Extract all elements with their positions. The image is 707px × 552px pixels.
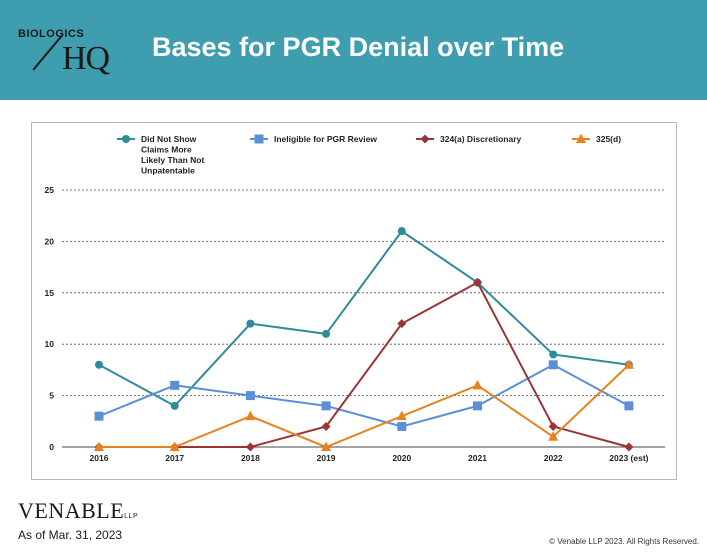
y-tick-label-20: 20 xyxy=(45,236,55,246)
series-2-point-7 xyxy=(624,442,634,452)
x-tick-label-2018: 2018 xyxy=(241,453,260,463)
series-line-0 xyxy=(98,229,630,408)
venable-logo: VENABLELLP xyxy=(18,498,138,524)
series-0-point-3 xyxy=(322,329,331,338)
legend-label-2-line-0: 324(a) Discretionary xyxy=(440,134,522,144)
x-tick-label-2022: 2022 xyxy=(544,453,563,463)
series-line-1 xyxy=(98,363,630,428)
series-0-point-4 xyxy=(397,227,406,236)
legend-marker-0 xyxy=(122,135,130,143)
series-3-point-5 xyxy=(472,379,483,390)
series-3-point-1 xyxy=(169,441,180,451)
series-2-point-3 xyxy=(321,421,331,431)
series-1-point-2 xyxy=(245,391,255,401)
legend-label-0-line-0: Did Not Show xyxy=(141,134,197,144)
series-3-point-6 xyxy=(548,431,559,441)
legend-label-0-line-2: Likely Than Not xyxy=(141,155,204,165)
x-tick-label-2023 (est): 2023 (est) xyxy=(609,453,648,463)
series-1-point-5 xyxy=(473,401,482,411)
series-1-point-4 xyxy=(397,421,407,431)
copyright-notice: © Venable LLP 2023. All Rights Reserved. xyxy=(549,537,699,546)
logo-text-biologics: BIOLOGICS xyxy=(18,28,85,40)
series-2-point-5 xyxy=(473,278,482,288)
series-1-point-1 xyxy=(170,380,180,390)
series-0-point-6 xyxy=(549,350,558,359)
series-0-point-1 xyxy=(170,401,179,410)
x-tick-label-2016: 2016 xyxy=(90,453,109,463)
series-line-2 xyxy=(99,281,630,448)
venable-logo-suffix: LLP xyxy=(124,513,139,520)
y-tick-label-0: 0 xyxy=(49,442,54,452)
x-tick-label-2021: 2021 xyxy=(468,453,487,463)
series-3-point-3 xyxy=(321,441,332,451)
series-0-point-2 xyxy=(246,319,255,328)
venable-logo-text: VENABLE xyxy=(18,498,125,523)
y-tick-label-25: 25 xyxy=(45,185,55,195)
series-2-point-6 xyxy=(548,421,558,431)
series-3-point-0 xyxy=(94,441,104,451)
y-tick-label-5: 5 xyxy=(49,391,54,401)
series-0-point-0 xyxy=(95,360,103,369)
series-3-point-2 xyxy=(245,410,256,421)
legend-marker-3 xyxy=(576,133,586,143)
as-of-date: As of Mar. 31, 2023 xyxy=(18,528,123,542)
series-3-point-7 xyxy=(623,359,634,369)
legend-label-0-line-1: Claims More xyxy=(141,145,192,155)
legend-label-1-line-0: Ineligible for PGR Review xyxy=(274,134,377,144)
series-3-point-4 xyxy=(396,410,407,421)
series-2-point-4 xyxy=(397,319,407,329)
x-tick-label-2019: 2019 xyxy=(317,453,336,463)
series-2-point-2 xyxy=(245,442,255,452)
series-line-3 xyxy=(99,364,630,449)
legend-marker-1 xyxy=(254,134,264,144)
page-title: Bases for PGR Denial over Time xyxy=(152,32,565,62)
series-1-point-3 xyxy=(321,401,331,411)
series-1-point-7 xyxy=(624,401,634,411)
x-tick-label-2017: 2017 xyxy=(165,453,184,463)
legend-label-3-line-0: 325(d) xyxy=(596,134,621,144)
y-tick-label-10: 10 xyxy=(45,339,55,349)
x-tick-label-2020: 2020 xyxy=(392,453,411,463)
legend-label-0-line-3: Unpatentable xyxy=(141,166,195,176)
header-banner: BIOLOGICS HQ Bases for PGR Denial over T… xyxy=(0,0,707,100)
logo-text-hq: HQ xyxy=(62,40,110,77)
y-tick-label-15: 15 xyxy=(45,288,55,298)
legend-marker-2 xyxy=(420,134,430,144)
series-1-point-0 xyxy=(94,411,104,421)
series-1-point-6 xyxy=(548,360,558,370)
